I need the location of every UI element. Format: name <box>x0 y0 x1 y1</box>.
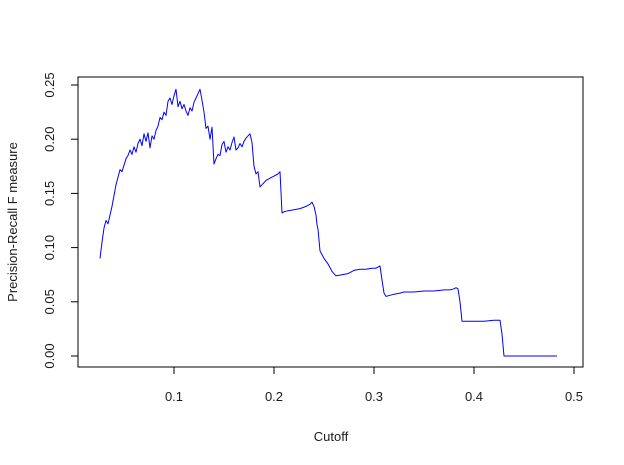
y-axis-label: Precision-Recall F measure <box>5 142 20 302</box>
x-tick-label: 0.5 <box>565 389 583 404</box>
x-tick-label: 0.2 <box>265 389 283 404</box>
plot-frame <box>77 76 584 368</box>
y-tick-label: 0.10 <box>42 235 57 260</box>
x-axis-label: Cutoff <box>314 429 349 444</box>
y-axis: 0.00 0.05 0.10 0.15 0.20 0.25 <box>42 72 78 369</box>
y-tick-label: 0.05 <box>42 289 57 314</box>
series-line-0 <box>99 88 557 357</box>
x-tick-label: 0.3 <box>365 389 383 404</box>
y-tick-label: 0.00 <box>42 343 57 368</box>
x-axis: 0.1 0.2 0.3 0.4 0.5 <box>165 367 583 404</box>
y-tick-label: 0.15 <box>42 181 57 206</box>
y-tick-label: 0.25 <box>42 72 57 97</box>
series-group <box>99 88 557 357</box>
x-tick-label: 0.1 <box>165 389 183 404</box>
x-tick-label: 0.4 <box>465 389 483 404</box>
y-tick-label: 0.20 <box>42 127 57 152</box>
